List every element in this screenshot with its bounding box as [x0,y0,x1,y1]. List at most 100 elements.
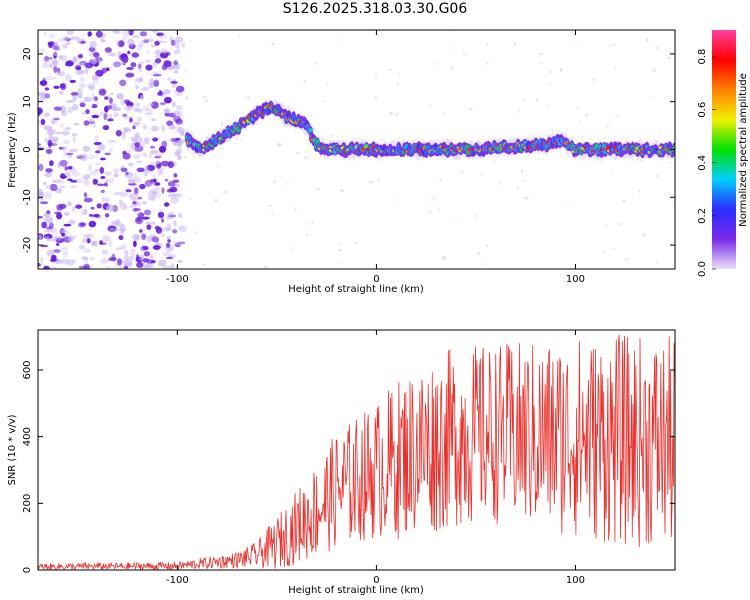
noise-speck [134,145,144,152]
noise-speck [240,139,244,142]
noise-speck [137,196,142,200]
noise-speck [486,62,490,65]
noise-speck [139,31,148,37]
noise-speck [80,155,88,162]
colorbar-label: Normalized spectral amplitude [738,73,749,227]
noise-speck [396,82,399,86]
noise-speck [53,249,61,253]
noise-speck [83,173,90,181]
noise-speck [71,206,76,213]
noise-speck [160,34,168,40]
y-tick-label: 20 [22,48,33,61]
noise-speck [158,40,162,43]
noise-speck [128,149,132,154]
noise-speck [108,113,113,121]
noise-speck [167,212,175,220]
noise-speck [56,212,63,220]
noise-speck [93,96,99,102]
noise-speck [406,155,410,158]
noise-speck [52,139,58,146]
noise-speck [315,188,320,191]
noise-speck [38,154,42,157]
noise-speck [65,99,75,104]
noise-speck [174,151,180,157]
noise-speck [150,260,156,264]
noise-speck [108,240,113,248]
noise-speck [103,113,107,121]
noise-speck [157,211,165,218]
noise-speck [119,79,127,87]
noise-speck [138,68,144,73]
noise-speck [127,105,132,109]
noise-speck [79,102,86,108]
spectrogram-noise-layer [38,30,675,269]
y-tick-label: 0 [22,567,33,573]
noise-speck [474,214,477,218]
noise-speck [104,47,112,53]
noise-speck [120,167,128,172]
noise-speck [83,120,90,126]
noise-speck [159,102,166,105]
noise-speck [140,254,145,259]
noise-speck [115,93,123,99]
noise-speck [438,179,443,182]
noise-speck [95,30,103,38]
noise-speck [172,101,176,108]
noise-speck [77,69,86,73]
noise-speck [338,249,343,252]
x-tick-label: 100 [566,575,585,586]
noise-speck [48,133,53,140]
noise-speck [133,208,137,212]
noise-speck [173,60,178,66]
noise-speck [131,233,141,241]
noise-speck [135,77,143,83]
noise-speck [62,43,68,49]
noise-speck [246,96,251,99]
noise-speck [71,133,78,137]
noise-speck [83,248,91,254]
noise-speck [101,196,105,203]
noise-speck [62,250,69,258]
noise-speck [60,247,68,250]
noise-speck [162,92,167,99]
noise-speck [137,212,145,218]
noise-speck [64,166,68,171]
noise-speck [181,42,186,48]
noise-speck [499,181,503,186]
noise-speck [83,197,93,203]
noise-speck [71,259,77,264]
noise-speck [379,138,384,142]
noise-speck [263,266,268,269]
noise-speck [460,170,465,174]
noise-speck [163,108,171,114]
noise-speck [40,256,44,264]
noise-speck [87,154,96,160]
noise-speck [152,245,161,250]
snr-panel: -100 0 100 0 200 400 600 Height of straight l… [7,329,676,596]
noise-speck [136,167,145,173]
spectrogram-x-ticks: -100 0 100 [166,30,585,285]
noise-speck [60,185,66,188]
noise-speck [142,105,149,111]
noise-speck [135,85,139,89]
noise-speck [111,253,116,260]
noise-speck [78,222,86,228]
noise-speck [150,80,158,83]
noise-speck [167,77,171,82]
snr-x-axis-title: Height of straight line (km) [288,585,424,596]
noise-speck [43,125,53,131]
noise-speck [80,208,85,216]
noise-speck [161,140,168,148]
noise-speck [184,96,189,101]
noise-speck [66,41,71,46]
noise-speck [99,166,105,174]
noise-speck [110,30,119,34]
noise-speck [39,95,47,102]
y-tick-label: -10 [22,189,33,205]
noise-speck [132,121,141,126]
noise-speck [134,83,140,91]
noise-speck [44,137,49,143]
noise-speck [163,60,172,68]
noise-speck [105,204,115,212]
noise-speck [95,150,101,154]
